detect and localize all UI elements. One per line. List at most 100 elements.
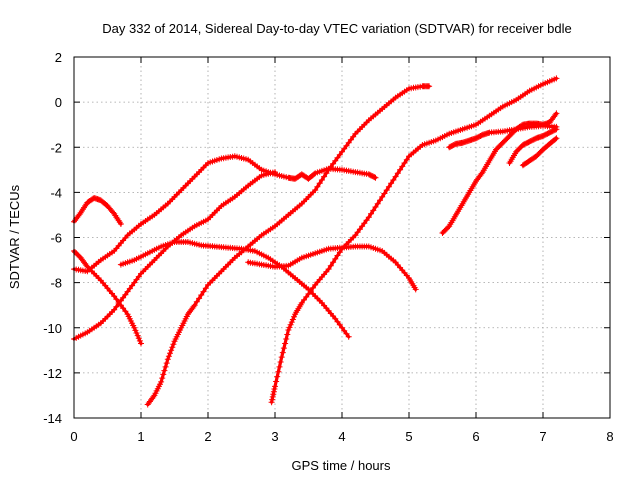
data-point <box>379 193 386 200</box>
data-point <box>167 350 173 357</box>
data-point <box>288 319 295 326</box>
data-point <box>191 302 198 309</box>
data-point <box>200 288 207 295</box>
data-point <box>394 170 401 177</box>
data-point <box>401 160 408 166</box>
data-point <box>134 332 141 339</box>
data-point <box>158 378 165 385</box>
data-point <box>314 183 321 190</box>
data-point <box>345 333 352 340</box>
data-point <box>165 353 172 360</box>
data-point <box>270 391 277 398</box>
data-point <box>284 331 291 338</box>
data-point <box>289 316 296 323</box>
data-point <box>163 360 170 367</box>
x-tick-labels: 0 1 2 3 4 5 6 7 8 <box>70 429 613 444</box>
data-point <box>403 156 410 163</box>
axis-ticks <box>73 56 611 419</box>
data-point <box>117 221 124 227</box>
x-tick-label: 4 <box>338 429 345 444</box>
data-point <box>133 330 140 336</box>
data-point <box>553 135 560 142</box>
data-point <box>553 126 560 133</box>
data-point <box>397 166 404 173</box>
x-tick-label: 7 <box>539 429 546 444</box>
data-point <box>552 136 559 143</box>
x-tick-label: 3 <box>271 429 278 444</box>
data-point <box>283 336 290 342</box>
data-point <box>279 349 286 356</box>
series-line <box>72 154 378 273</box>
x-tick-label: 0 <box>70 429 77 444</box>
data-point <box>273 378 280 385</box>
data-point <box>552 126 559 133</box>
data-point <box>390 177 397 183</box>
y-tick-label: 0 <box>55 95 62 110</box>
series-arc-12 <box>519 135 560 169</box>
data-point <box>291 313 297 320</box>
data-point <box>164 356 171 363</box>
data-point <box>287 321 294 328</box>
data-point <box>399 163 406 170</box>
data-point <box>336 321 343 328</box>
data-point <box>272 169 278 176</box>
data-point <box>412 286 419 293</box>
data-point <box>196 295 203 302</box>
series-arc-8 <box>268 75 560 406</box>
data-point <box>426 83 433 90</box>
data-point <box>334 252 341 259</box>
y-tick-label: 2 <box>55 50 62 65</box>
data-point <box>336 249 343 256</box>
x-tick-label: 1 <box>137 429 144 444</box>
data-point <box>275 368 282 375</box>
data-point <box>169 344 176 351</box>
data-point <box>193 298 200 305</box>
data-point <box>325 266 332 273</box>
y-tick-label: -6 <box>50 231 62 246</box>
y-tick-label: -8 <box>50 276 62 291</box>
y-tick-labels: 2 0 -2 -4 -6 -8 -10 -12 -14 <box>43 50 62 426</box>
data-point <box>372 204 379 210</box>
x-tick-label: 6 <box>472 429 479 444</box>
data-point <box>268 399 275 406</box>
data-point <box>323 170 330 177</box>
data-series <box>71 75 560 408</box>
data-point <box>316 180 323 187</box>
data-point <box>159 375 166 382</box>
data-point <box>312 187 319 194</box>
data-point <box>276 363 283 370</box>
y-tick-label: -14 <box>43 411 62 426</box>
y-tick-label: -10 <box>43 321 62 336</box>
data-point <box>131 324 138 331</box>
data-point <box>318 177 325 183</box>
data-point <box>392 173 399 180</box>
x-tick-label: 2 <box>204 429 211 444</box>
data-point <box>388 180 395 187</box>
data-point <box>553 110 560 117</box>
data-point <box>321 173 328 180</box>
data-point <box>371 174 378 181</box>
data-point <box>282 340 289 347</box>
data-point <box>332 255 339 262</box>
data-point <box>381 190 388 197</box>
y-tick-label: -12 <box>43 366 62 381</box>
data-point <box>271 386 278 392</box>
x-tick-label: 5 <box>405 429 412 444</box>
x-axis-label: GPS time / hours <box>292 458 391 473</box>
data-point <box>198 292 205 298</box>
data-point <box>365 214 372 221</box>
data-point <box>168 347 175 354</box>
data-point <box>138 340 144 347</box>
data-point <box>202 285 209 292</box>
data-point <box>341 145 348 152</box>
data-point <box>136 337 143 344</box>
grid-lines <box>74 57 610 418</box>
data-point <box>280 345 287 352</box>
data-point <box>285 327 292 333</box>
data-point <box>553 75 560 82</box>
series-arc-6 <box>144 83 433 408</box>
data-point <box>385 183 392 190</box>
series-arc-11 <box>506 126 560 166</box>
data-point <box>132 327 139 334</box>
